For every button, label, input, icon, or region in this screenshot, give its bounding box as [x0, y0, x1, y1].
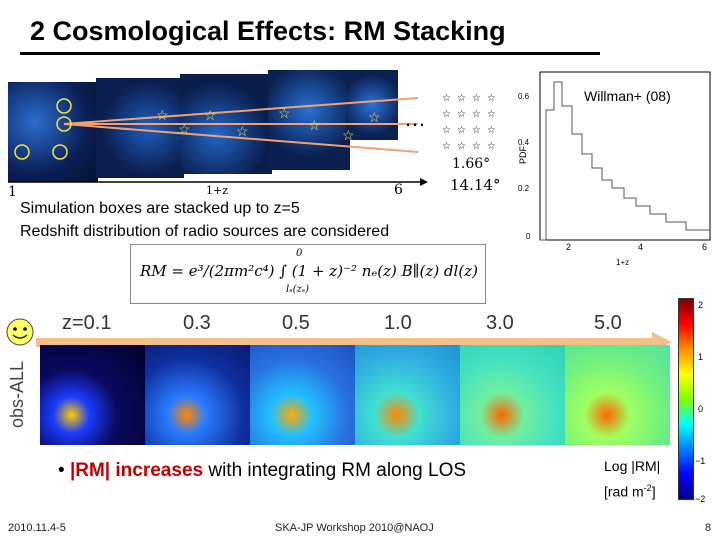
svg-text:☆: ☆	[342, 127, 355, 143]
page-number: 8	[705, 522, 712, 534]
z-label-4: 1.0	[384, 312, 412, 334]
z-label-1: z=0.1	[62, 312, 112, 334]
title-rule	[20, 52, 600, 55]
stacking-figure: ☆ ☆ ☆ ☆ ☆ ☆ ☆ ☆ … 1 1+z 6	[8, 70, 438, 205]
footer-date: 2010.11.4-5	[8, 522, 66, 534]
caption-line-2: Redshift distribution of radio sources a…	[20, 223, 390, 240]
grid-label-large: 14.14°	[450, 176, 501, 194]
rm-map-z50	[565, 345, 670, 445]
footer-event: SKA-JP Workshop 2010@NAOJ	[275, 522, 434, 534]
z-label-2: 0.3	[183, 312, 211, 334]
colorbar-label: Log |RM| [rad m-2]	[604, 455, 660, 503]
bullet-point: • |RM| increases with integrating RM alo…	[58, 460, 466, 482]
rm-map-z10	[355, 345, 460, 445]
pdf-xlabel: 1+z	[616, 258, 630, 267]
svg-text:☆: ☆	[204, 107, 217, 123]
equation-box	[130, 244, 486, 304]
sim-box-1	[8, 82, 98, 182]
axis-mid-label: 1+z	[206, 184, 229, 197]
pdf-xtick-2: 4	[638, 242, 644, 252]
pdf-xtick-1: 2	[566, 242, 572, 252]
axis-end-label: 6	[394, 182, 403, 198]
rm-map-z30	[460, 345, 565, 445]
pdf-ytick-3: 0.2	[518, 184, 530, 193]
colorbar-tick-4: −1	[695, 456, 706, 466]
z-label-6: 5.0	[594, 312, 622, 334]
grid-label-small: 1.66°	[452, 156, 491, 172]
pdf-ylabel: PDF	[518, 146, 528, 164]
stack-ellipsis: …	[404, 106, 426, 131]
z-label-3: 0.5	[282, 312, 310, 334]
svg-text:☆: ☆	[236, 123, 249, 139]
ray-lines: ☆ ☆ ☆ ☆ ☆ ☆ ☆ ☆	[8, 97, 428, 186]
colorbar-tick-3: 0	[698, 404, 704, 414]
svg-text:☆: ☆	[308, 117, 321, 133]
rm-map-z03	[145, 345, 250, 445]
colorbar-label-line1: Log |RM|	[604, 458, 661, 474]
colorbar-label-sup: -2	[643, 483, 652, 493]
colorbar	[678, 298, 694, 500]
sim-box-4	[268, 70, 350, 170]
rm-map-z01	[40, 345, 145, 445]
pdf-ytick-4: 0	[526, 232, 531, 241]
colorbar-label-close: ]	[651, 483, 656, 500]
caption-line-1: Simulation boxes are stacked up to z=5	[20, 200, 300, 217]
colorbar-tick-5: −2	[695, 494, 706, 504]
rm-map-z05	[250, 345, 355, 445]
equation-lower-limit: lₛ(zₛ)	[286, 284, 310, 295]
colorbar-label-unit: [rad m	[604, 483, 644, 500]
pdf-attribution: Willman+ (08)	[584, 88, 671, 104]
bullet-highlight: |RM| increases	[69, 460, 204, 481]
star-grid-stars: ☆☆☆☆ ☆☆☆☆ ☆☆☆☆ ☆☆☆☆	[442, 93, 502, 152]
sim-box-5	[346, 70, 398, 140]
pdf-ytick-1: 0.6	[518, 92, 530, 101]
bullet-rest: with integrating RM along LOS	[203, 460, 467, 481]
pdf-ytick-2: 0.4	[518, 138, 530, 147]
axis-start-label: 1	[8, 184, 17, 200]
pdf-xtick-3: 6	[702, 242, 708, 252]
side-label: obs-ALL	[7, 360, 28, 429]
slide-title: 2 Cosmological Effects: RM Stacking	[30, 16, 506, 46]
rm-equation: RM = e³/(2πm²c⁴) ∫ (1 + z)⁻² nₑ(z) B∥(z)…	[140, 262, 478, 280]
colorbar-tick-2: 1	[698, 352, 704, 362]
pdf-plot: Willman+ (08) PDF 0.6 0.4 0.2 0 2 4 6 1+…	[510, 70, 715, 270]
svg-text:☆: ☆	[156, 107, 169, 123]
z-label-5: 3.0	[486, 312, 514, 334]
bullet-marker: •	[58, 460, 65, 481]
rm-map-strip	[40, 345, 670, 445]
svg-text:☆: ☆	[278, 105, 291, 121]
equation-upper-limit: 0	[296, 248, 303, 259]
svg-text:☆: ☆	[178, 121, 191, 137]
smiley-icon	[7, 319, 33, 345]
colorbar-tick-1: 2	[698, 300, 704, 310]
svg-text:☆: ☆	[368, 109, 381, 125]
